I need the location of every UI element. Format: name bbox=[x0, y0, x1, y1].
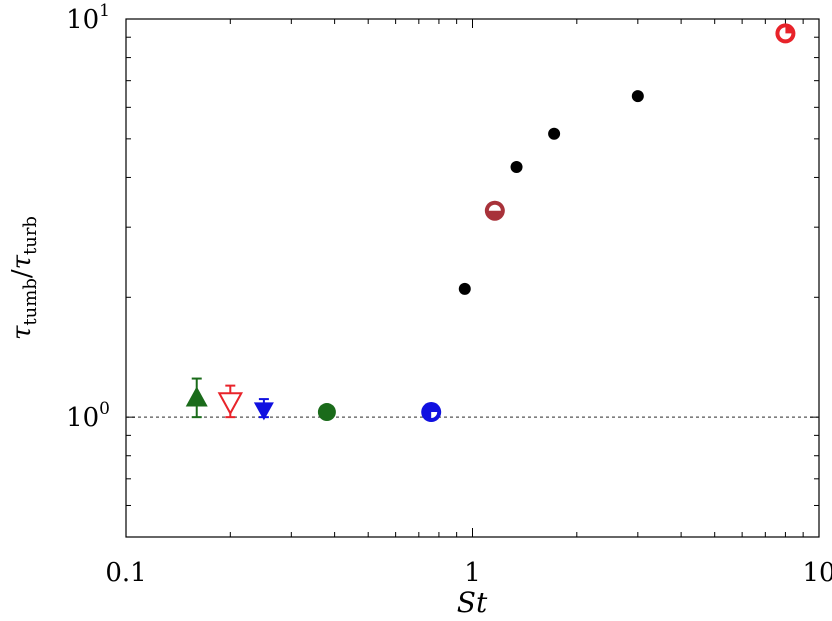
data-point-circle bbox=[317, 403, 336, 422]
y-label-slash: / bbox=[7, 269, 37, 278]
data-point-dot bbox=[631, 90, 644, 103]
data-point-inner bbox=[488, 204, 501, 211]
x-tick-label: 0.1 bbox=[105, 558, 146, 588]
data-point-triangle-down bbox=[253, 402, 274, 421]
data-point-inner bbox=[431, 412, 438, 419]
x-tick-label: 1 bbox=[464, 558, 481, 588]
data-point-dot bbox=[458, 282, 471, 295]
y-label-symbol-2: τ bbox=[7, 254, 37, 269]
y-label-sub-2: turb bbox=[20, 216, 41, 255]
plot-frame bbox=[125, 18, 820, 538]
data-point-inner bbox=[779, 27, 792, 40]
x-axis-label: St bbox=[457, 586, 488, 619]
data-point-dot bbox=[510, 160, 523, 173]
x-tick-label: 10 bbox=[802, 558, 832, 588]
data-point-triangle-down-open bbox=[217, 392, 243, 416]
y-label-sub-1: tumb bbox=[20, 278, 41, 325]
y-tick-label: 101 bbox=[66, 1, 110, 35]
data-point-triangle-up bbox=[185, 386, 208, 407]
y-tick-label: 100 bbox=[66, 399, 110, 433]
y-axis-label: τtumb/τturb bbox=[7, 216, 41, 340]
data-point-dot bbox=[548, 127, 561, 140]
y-label-symbol-1: τ bbox=[7, 325, 37, 340]
